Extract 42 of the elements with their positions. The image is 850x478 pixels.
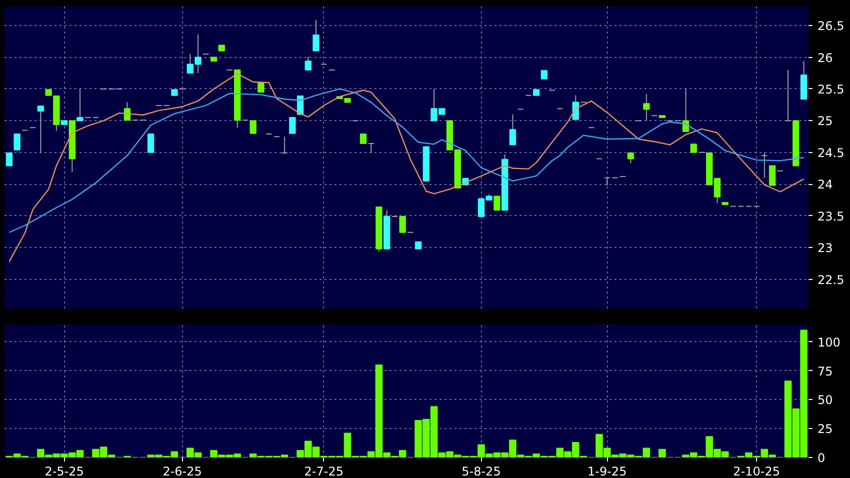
candlestick bbox=[14, 134, 20, 150]
line-series bbox=[8, 88, 804, 233]
y-tick-label: 75 bbox=[818, 364, 833, 378]
candlestick bbox=[312, 19, 320, 52]
candlestick bbox=[399, 216, 406, 233]
y-tick-label: 0 bbox=[818, 451, 826, 465]
y-tick-label: 24.5 bbox=[818, 146, 844, 160]
x-tick-label: 2-10-25 bbox=[733, 464, 780, 478]
y-tick-label: 26.5 bbox=[818, 19, 844, 34]
candlestick bbox=[304, 56, 312, 70]
candlestick bbox=[627, 152, 634, 164]
candlestick bbox=[289, 117, 296, 134]
y-tick-label: 26 bbox=[818, 50, 833, 65]
candlestick bbox=[250, 120, 256, 134]
y-tick-label: 23 bbox=[818, 241, 833, 256]
candlestick bbox=[360, 134, 367, 144]
candlestick bbox=[643, 94, 650, 122]
candlestick bbox=[768, 165, 776, 186]
y-tick-label: 24 bbox=[818, 178, 833, 192]
candlestick bbox=[147, 134, 154, 153]
y-tick-label: 25 bbox=[818, 422, 833, 436]
y-tick-label: 23.5 bbox=[818, 209, 844, 224]
x-tick-label: 2-5-25 bbox=[44, 464, 84, 478]
candlestick bbox=[494, 196, 500, 211]
y-tick-label: 22.5 bbox=[818, 272, 844, 287]
candlestick bbox=[368, 143, 374, 154]
candlestick bbox=[6, 152, 13, 166]
y-tick-label: 25 bbox=[818, 114, 833, 128]
candlestick bbox=[509, 114, 516, 146]
x-tick-label: 2-7-25 bbox=[304, 464, 344, 478]
x-tick-label: 2-6-25 bbox=[162, 464, 202, 478]
candlestick bbox=[761, 152, 768, 178]
x-tick-label: 1-9-25 bbox=[588, 464, 627, 478]
candlestick bbox=[37, 106, 44, 154]
y-tick-label: 50 bbox=[818, 393, 833, 408]
x-tick-label: 5-8-25 bbox=[462, 464, 501, 478]
candlestick bbox=[604, 177, 610, 186]
candlestick bbox=[281, 136, 288, 154]
line-series bbox=[8, 73, 804, 262]
y-tick-label: 25.5 bbox=[818, 82, 844, 96]
candlestick bbox=[784, 69, 792, 122]
y-tick-label: 100 bbox=[818, 335, 840, 350]
